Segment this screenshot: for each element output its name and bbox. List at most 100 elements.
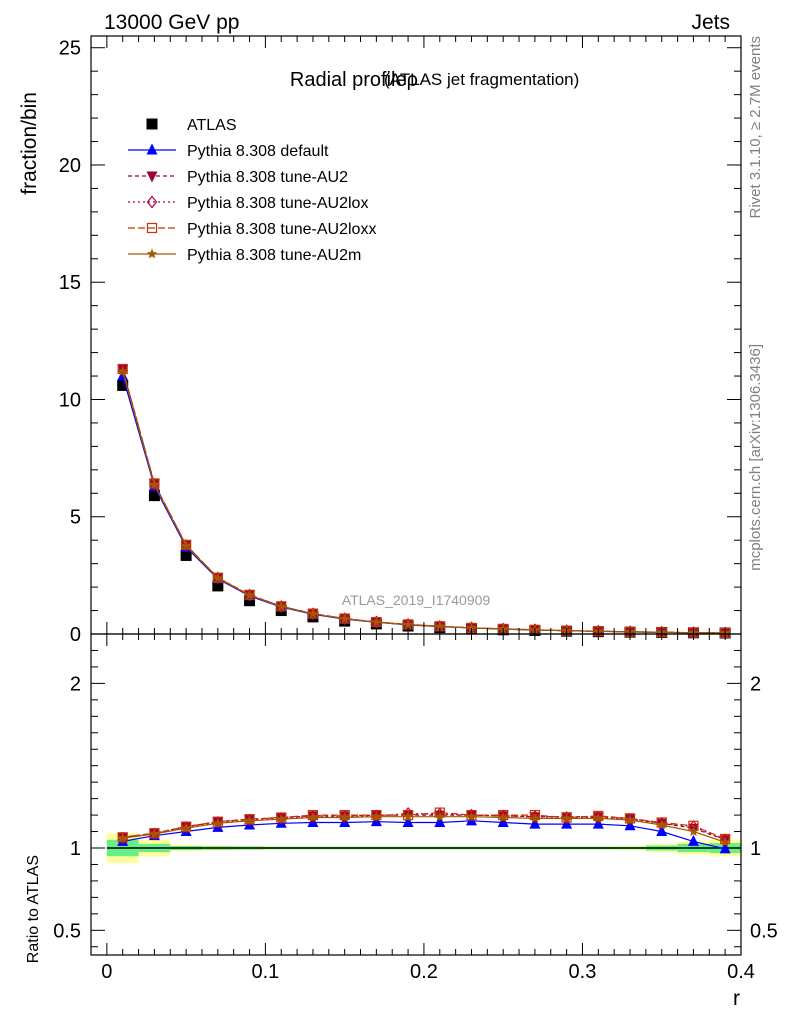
y-tick-label-lower: 0.5 (53, 920, 81, 942)
legend-marker (146, 171, 158, 183)
data-point (212, 572, 224, 583)
ratio-point (497, 809, 509, 823)
energy-label: 13000 GeV pp (104, 11, 239, 34)
ratio-point (561, 812, 572, 823)
ratio-series-4 (117, 811, 731, 847)
y-tick-label-upper: 5 (70, 507, 81, 529)
data-point (148, 490, 160, 502)
legend-entry: Pythia 8.308 default (128, 143, 329, 160)
legend-marker (146, 222, 158, 234)
legend-label: Pythia 8.308 default (187, 143, 329, 160)
ratio-point (371, 811, 382, 822)
x-tick-label: 0.3 (569, 961, 597, 983)
lower-frame (90, 633, 742, 956)
ratio-point (180, 820, 192, 834)
ratio-point (212, 816, 224, 829)
ratio-series-3 (117, 807, 731, 845)
y-tick-label-upper: 15 (59, 272, 81, 294)
legend-entry: Pythia 8.308 tune-AU2 (128, 169, 348, 186)
legend-entry: ATLAS (146, 117, 237, 134)
legend-entry: Pythia 8.308 tune-AU2lox (128, 195, 368, 212)
y-tick-label-lower-right: 1 (750, 838, 761, 860)
data-point (117, 365, 128, 376)
ratio-point (719, 842, 731, 854)
chart-subtitle: (ATLAS jet fragmentation) (384, 70, 579, 89)
data-point (117, 363, 128, 377)
chart-title: Radial profileρ (290, 69, 418, 91)
x-tick-label: 0.1 (251, 961, 279, 983)
ratio-point (339, 812, 350, 822)
data-point (180, 538, 192, 552)
ratio-point (371, 809, 382, 823)
data-point (466, 622, 477, 633)
data-point (149, 477, 160, 491)
ratio-point (719, 836, 731, 847)
legend-marker (146, 118, 158, 130)
data-point (212, 580, 224, 592)
data-point (339, 613, 350, 624)
x-tick-label: 0 (101, 961, 112, 983)
process-label: Jets (691, 11, 730, 34)
legend-marker (146, 143, 158, 155)
legend-entry: Pythia 8.308 tune-AU2m (128, 247, 361, 264)
ratio-point (402, 811, 414, 822)
ratio-point (656, 819, 667, 830)
x-tick-label: 0.2 (410, 961, 438, 983)
ratio-point (466, 808, 477, 822)
ratio-point (498, 812, 509, 822)
legend-label: Pythia 8.308 tune-AU2m (187, 247, 361, 264)
y-tick-label-upper: 0 (70, 624, 81, 646)
y-tick-label-lower: 1 (70, 838, 81, 860)
ratio-point (244, 815, 255, 826)
ratio-point (244, 813, 255, 827)
legend: ATLAS Pythia 8.308 default Pythia 8.308 tu… (128, 117, 376, 264)
analysis-watermark: ATLAS_2019_I1740909 (342, 592, 491, 608)
x-tick-label: 0.4 (727, 961, 755, 983)
rivet-version-label: Rivet 3.1.10, ≥ 2.7M events (747, 36, 764, 219)
ratio-point (307, 812, 319, 822)
legend-label: Pythia 8.308 tune-AU2 (187, 169, 348, 186)
ratio-point (656, 816, 668, 830)
ratio-point (180, 822, 192, 833)
ratio-point (624, 812, 636, 826)
legend-label: Pythia 8.308 tune-AU2loxx (187, 221, 376, 238)
data-point (244, 589, 255, 600)
lower-panel (106, 806, 741, 863)
ratio-point (593, 812, 604, 823)
ratio-point (624, 814, 636, 825)
legend-entry: Pythia 8.308 tune-AU2loxx (128, 221, 376, 238)
data-point (402, 619, 414, 630)
ratio-point (276, 813, 287, 824)
ratio-point (149, 828, 160, 839)
ratio-point (466, 811, 477, 822)
ratio-point (687, 834, 699, 846)
mcplots-label: mcplots.cern.ch [arXiv:1306.3436] (747, 344, 764, 571)
data-point (307, 608, 319, 619)
legend-label: ATLAS (187, 117, 237, 134)
ratio-line (122, 816, 726, 843)
data-point (371, 615, 382, 629)
ratio-point (212, 817, 224, 828)
ratio-line (122, 820, 726, 850)
y-tick-label-lower-right: 0.5 (750, 920, 778, 942)
data-point (180, 540, 192, 550)
y-axis-label-upper: fraction/bin (18, 92, 41, 195)
data-point (117, 379, 129, 391)
ratio-point (656, 825, 668, 837)
ratio-point (529, 812, 541, 823)
y-tick-label-lower: 2 (70, 673, 81, 695)
data-point (212, 571, 224, 585)
legend-marker (146, 248, 158, 259)
ratio-point (688, 826, 699, 836)
y-tick-label-upper: 10 (59, 389, 81, 411)
ratio-point (434, 811, 445, 822)
ratio-point (275, 811, 287, 825)
data-point (276, 601, 287, 611)
data-point (149, 479, 160, 490)
y-tick-label-upper: 25 (59, 38, 81, 60)
data-point (180, 549, 192, 561)
ratio-point (561, 811, 572, 824)
legend-marker (146, 195, 158, 209)
y-axis-label-lower: Ratio to ATLAS (25, 855, 42, 963)
